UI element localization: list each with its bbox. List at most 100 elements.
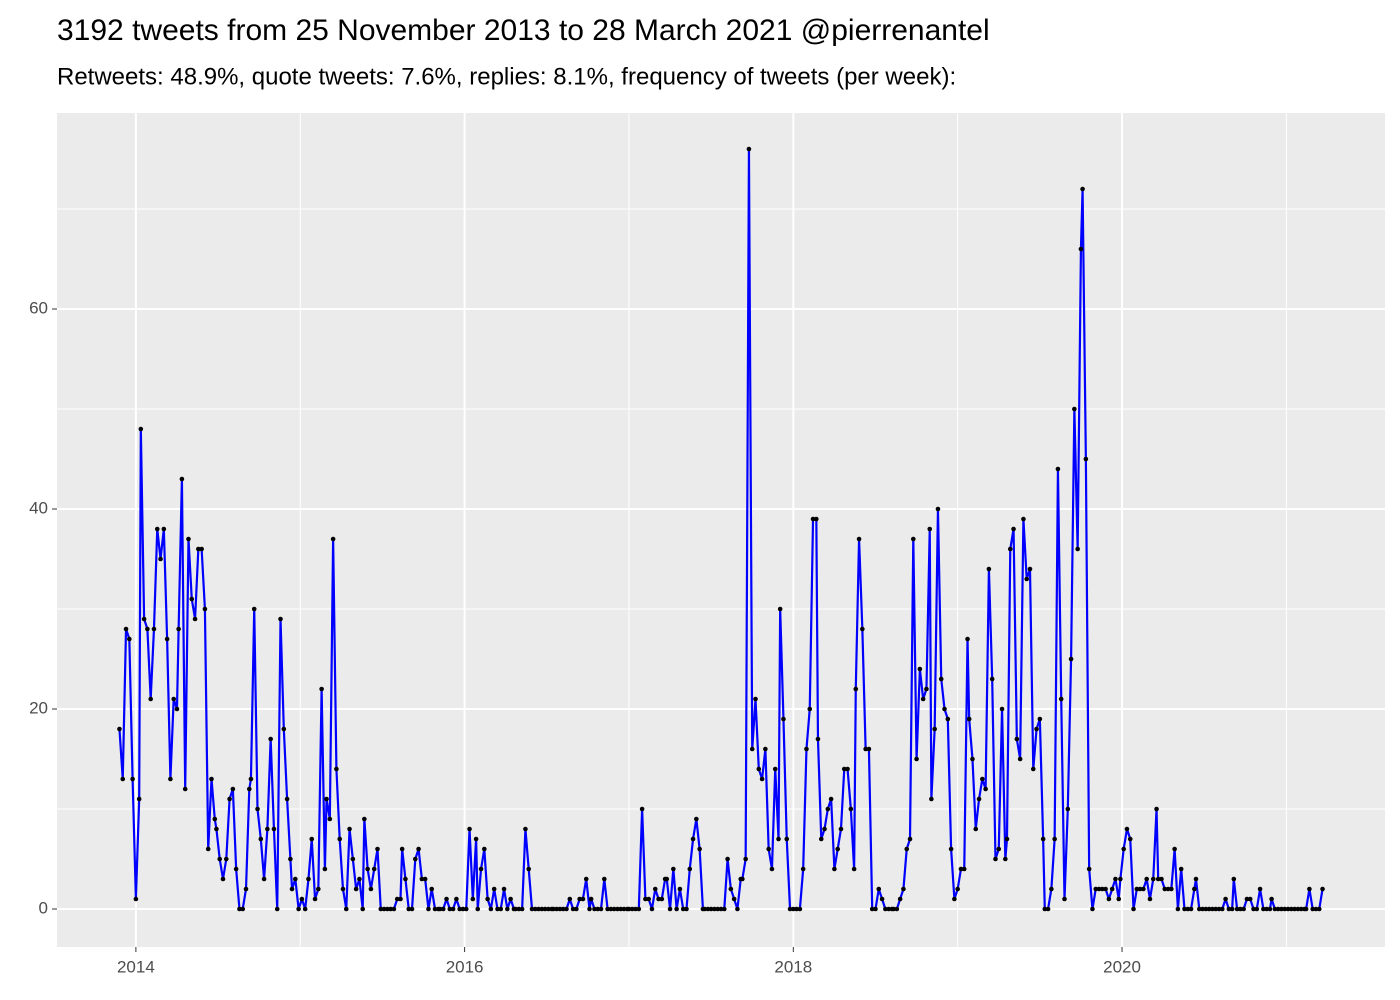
data-point [938,676,944,682]
data-point [1244,896,1250,902]
data-point [312,896,318,902]
data-point [1313,906,1319,912]
data-point [554,906,559,912]
data-point [697,846,702,852]
data-point [1014,736,1020,742]
data-point [712,906,717,912]
data-point [705,906,711,912]
data-point [605,906,610,912]
data-point [205,846,211,852]
data-point [1027,566,1033,572]
data-point [196,546,201,552]
data-point [743,856,748,862]
data-point [791,906,796,912]
data-point [814,516,819,522]
data-point [516,906,522,912]
data-point [158,556,163,562]
data-point [141,616,147,622]
data-point [1062,896,1067,902]
data-point [536,906,541,912]
data-point [1037,716,1043,722]
data-point [145,626,150,632]
data-point [993,856,998,862]
data-point [475,906,481,912]
data-point [299,896,305,902]
data-point [577,896,582,902]
data-point [904,846,910,852]
data-point [1320,886,1325,892]
data-point [324,796,329,802]
data-point [1223,896,1228,902]
data-point [1165,886,1171,892]
data-point [1024,576,1030,582]
data-point [853,686,859,692]
data-point [1017,756,1023,762]
data-point [1193,876,1199,882]
data-point [316,886,321,892]
data-point [976,796,982,802]
data-point [920,696,926,702]
data-point [1116,896,1122,902]
data-point [293,876,298,882]
data-point [444,896,449,902]
data-point [302,906,308,912]
data-point [1021,516,1026,522]
data-point [1292,906,1297,912]
data-point [800,866,806,872]
data-point [948,846,954,852]
data-point [825,806,831,812]
data-point [643,896,648,902]
data-point [1154,806,1159,812]
chart-subtitle: Retweets: 48.9%, quote tweets: 7.6%, rep… [57,63,956,90]
data-point [694,816,699,822]
data-point [1034,726,1039,732]
data-point [1007,546,1013,552]
data-point [804,746,809,752]
data-point [1254,906,1260,912]
data-point [1251,906,1256,912]
data-point [891,906,896,912]
data-point [182,786,188,792]
y-tick-label: 0 [39,898,48,917]
data-point [615,906,620,912]
data-point [845,766,850,772]
data-point [1058,696,1064,702]
data-point [327,816,333,822]
data-point [914,756,919,762]
data-point [897,896,903,902]
data-point [952,896,957,902]
data-point [1200,906,1205,912]
data-point [223,856,229,862]
data-point [1188,906,1194,912]
data-point [532,906,538,912]
data-point [1042,906,1048,912]
data-point [186,536,191,542]
data-point [429,886,435,892]
data-point [588,896,594,902]
data-point [412,856,418,862]
data-point [1238,906,1243,912]
data-point [368,886,374,892]
data-point [935,506,941,512]
data-point [1068,656,1074,662]
data-point [1269,896,1274,902]
data-point [360,906,366,912]
data-point [1086,866,1092,872]
data-point [1080,186,1085,192]
data-point [343,906,349,912]
data-point [674,906,679,912]
data-point [924,686,929,692]
data-point [815,736,821,742]
data-point [340,886,346,892]
data-point [1295,906,1301,912]
data-point [212,816,218,822]
data-point [1210,906,1215,912]
data-point [1049,886,1054,892]
data-point [138,426,144,432]
data-point [233,866,239,872]
y-tick-label: 20 [29,698,48,717]
data-point [687,866,693,872]
data-point [611,906,617,912]
data-point [1303,906,1309,912]
data-point [470,896,476,902]
